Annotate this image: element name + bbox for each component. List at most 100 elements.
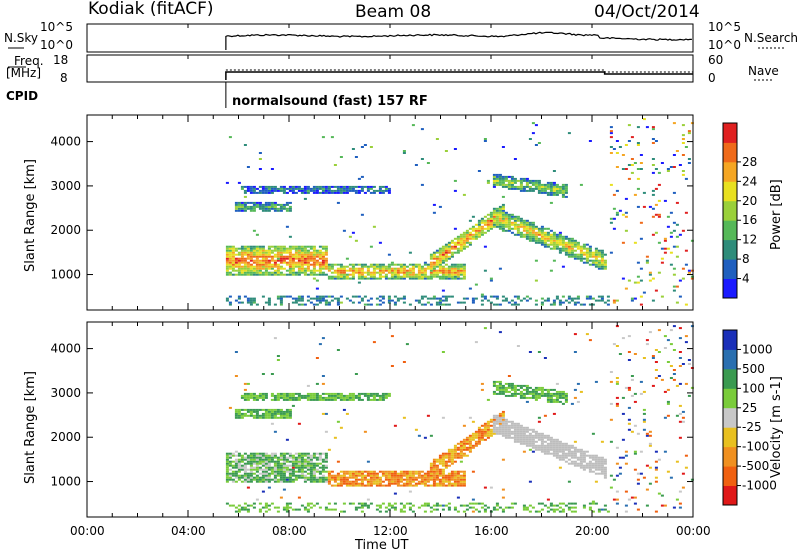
heatmap-cell [243,195,247,198]
heatmap-cell [336,303,340,306]
heatmap-cell [612,193,616,196]
heatmap-cell [378,396,382,399]
heatmap-cell [246,468,250,471]
heatmap-cell [318,299,322,302]
heatmap-cell [315,251,319,254]
heatmap-cell [501,205,505,208]
heatmap-cell [603,259,607,262]
heatmap-cell [558,444,562,447]
heatmap-cell [528,239,532,242]
heatmap-cell [246,392,250,395]
heatmap-cell [261,416,265,419]
heatmap-cell [531,436,535,439]
heatmap-cell [324,249,328,252]
heatmap-cell [540,189,544,192]
heatmap-cell [285,460,289,463]
heatmap-cell [513,233,517,236]
heatmap-cell [426,275,430,278]
heatmap-cell [423,275,427,278]
heatmap-cell [384,187,388,190]
heatmap-cell [282,456,286,459]
heatmap-cell [378,295,382,298]
heatmap-cell [240,468,244,471]
heatmap-cell [492,384,496,387]
heatmap-cell [285,273,289,276]
heatmap-cell [666,470,670,473]
heatmap-cell [426,502,430,505]
heatmap-cell [225,502,229,505]
heatmap-cell [324,478,328,481]
heatmap-cell [546,436,550,439]
heatmap-cell [372,271,376,274]
heatmap-cell [492,426,496,429]
heatmap-cell [381,301,385,304]
heatmap-cell [459,233,463,236]
heatmap-cell [549,446,553,449]
heatmap-cell [354,476,358,479]
heatmap-cell [510,179,514,182]
heatmap-cell [261,456,265,459]
heatmap-cell [282,187,286,190]
heatmap-cell [453,275,457,278]
heatmap-cell [549,239,553,242]
heatmap-cell [372,480,376,483]
heatmap-cell [525,442,529,445]
heatmap-cell [588,140,592,142]
heatmap-cell [345,396,349,399]
heatmap-cell [249,414,253,417]
heatmap-cell [543,504,547,507]
heatmap-cell [441,460,445,463]
heatmap-cell [324,466,328,469]
heatmap-cell [519,426,523,429]
heatmap-cell [258,476,262,479]
heatmap-cell [252,245,256,248]
heatmap-cell [534,259,538,262]
heatmap-cell [549,508,553,511]
colorbar-swatch [723,123,737,143]
heatmap-cell [504,426,508,429]
heatmap-cell [270,392,274,395]
heatmap-cell [654,349,658,351]
heatmap-cell [228,406,232,409]
heatmap-cell [339,478,343,481]
heatmap-cell [294,265,298,268]
heatmap-cell [474,233,478,236]
heatmap-cell [513,217,517,220]
heatmap-cell [648,434,652,437]
heatmap-cell [246,205,250,208]
heatmap-cell [315,185,319,188]
heatmap-cell [360,478,364,481]
heatmap-cell [288,468,292,471]
heatmap-cell [312,398,316,401]
heatmap-cell [390,335,394,338]
heatmap-cell [507,217,511,220]
heatmap-cell [531,388,535,391]
heatmap-cell [234,259,238,262]
heatmap-cell [399,510,403,513]
heatmap-cell [645,126,649,129]
heatmap-cell [459,460,463,463]
heatmap-cell [498,426,502,429]
heatmap-cell [306,502,310,505]
heatmap-cell [507,394,511,397]
heatmap-cell [240,187,244,190]
heatmap-cell [336,349,340,351]
heatmap-cell [366,185,370,188]
heatmap-cell [324,480,328,483]
heatmap-cell [543,245,547,248]
heatmap-cell [405,275,409,278]
heatmap-cell [231,255,235,258]
heatmap-cell [435,468,439,471]
heatmap-cell [654,466,658,469]
heatmap-cell [390,470,394,473]
heatmap-cell [600,255,604,258]
heatmap-cell [633,496,637,499]
heatmap-cell [285,257,289,260]
heatmap-cell [417,482,421,485]
heatmap-cell [324,470,328,473]
heatmap-cell [339,269,343,272]
heatmap-cell [444,297,448,300]
cpid-text: normalsound (fast) 157 RF [232,94,428,109]
heatmap-cell [312,257,316,260]
heatmap-cell [345,189,349,192]
